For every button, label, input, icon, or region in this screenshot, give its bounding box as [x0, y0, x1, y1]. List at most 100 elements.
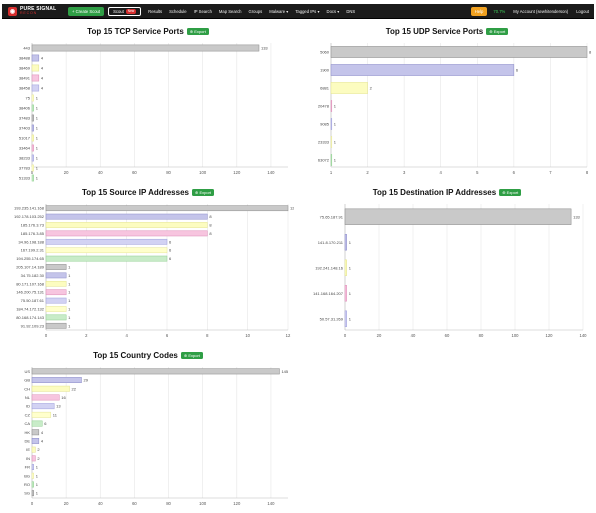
- nav-link-dns[interactable]: DNS: [346, 8, 356, 14]
- help-button[interactable]: Help: [470, 6, 488, 16]
- nav-link-results[interactable]: Results: [148, 8, 163, 14]
- y-category-label: DE: [24, 438, 30, 443]
- bar[interactable]: [31, 124, 34, 132]
- export-button[interactable]: ⊕ Export: [486, 27, 509, 35]
- bar[interactable]: [330, 46, 588, 58]
- bar[interactable]: [31, 420, 43, 427]
- bar[interactable]: [344, 310, 347, 327]
- nav-dropdown-tagged-ips[interactable]: Tagged IPs ▾: [295, 8, 320, 14]
- bar[interactable]: [31, 44, 260, 52]
- export-button[interactable]: ⊕ Export: [186, 27, 209, 35]
- bar[interactable]: [45, 222, 208, 228]
- bar[interactable]: [31, 429, 40, 436]
- bar[interactable]: [31, 438, 40, 444]
- nav-link-groups[interactable]: Groups: [248, 8, 263, 14]
- bar-value-label: 29: [83, 378, 88, 383]
- bar[interactable]: [31, 464, 34, 470]
- bar[interactable]: [330, 82, 368, 94]
- y-category-label: 192.241.148.16: [315, 265, 344, 270]
- x-tick-label: 60: [132, 501, 137, 506]
- bar[interactable]: [31, 472, 34, 479]
- bar[interactable]: [45, 322, 67, 329]
- y-category-label: 51017: [19, 136, 31, 141]
- bar[interactable]: [31, 64, 40, 72]
- y-category-label: ID: [26, 404, 30, 409]
- bar[interactable]: [45, 247, 168, 254]
- bar[interactable]: [31, 54, 40, 62]
- bar[interactable]: [344, 285, 347, 302]
- bar[interactable]: [31, 481, 34, 488]
- app-logo[interactable]: ◉ PURE SIGNAL RECON: [8, 6, 64, 16]
- bar[interactable]: [31, 455, 36, 462]
- bar[interactable]: [45, 289, 67, 296]
- bar[interactable]: [344, 259, 347, 276]
- bar[interactable]: [31, 104, 34, 112]
- nav-link-schedule[interactable]: Schedule: [169, 8, 187, 14]
- bar[interactable]: [330, 154, 333, 166]
- y-category-label: 205.107.14.189: [16, 265, 45, 270]
- bar[interactable]: [31, 94, 34, 102]
- export-button[interactable]: ⊕ Export: [180, 351, 203, 359]
- bar[interactable]: [330, 118, 333, 130]
- bar[interactable]: [45, 205, 289, 212]
- y-category-label: 443: [23, 46, 30, 51]
- bar[interactable]: [31, 74, 40, 82]
- bar[interactable]: [31, 368, 280, 375]
- chart-panel-udp-ports: Top 15 UDP Service Ports ⊕ Export 1 2 3 4 5 6…: [301, 25, 593, 183]
- bar[interactable]: [45, 213, 208, 220]
- nav-link-map-search[interactable]: Map Search: [218, 8, 242, 14]
- bar[interactable]: [31, 164, 34, 172]
- y-category-label: 37403: [19, 126, 31, 131]
- bar[interactable]: [45, 238, 168, 245]
- bar[interactable]: [45, 272, 67, 279]
- export-button[interactable]: ⊕ Export: [191, 188, 215, 196]
- bar[interactable]: [330, 64, 515, 76]
- bar[interactable]: [344, 234, 347, 251]
- bar-value-label: 1: [36, 126, 39, 131]
- nav-link-ip-search[interactable]: IP Search: [193, 8, 212, 14]
- export-button[interactable]: ⊕ Export: [499, 188, 522, 196]
- bar-value-label: 1: [334, 158, 337, 163]
- my-account-link[interactable]: My Account (sewhitenderson): [513, 8, 569, 14]
- bar[interactable]: [31, 490, 34, 497]
- bar[interactable]: [45, 280, 67, 287]
- bar[interactable]: [31, 114, 34, 122]
- bar[interactable]: [45, 255, 168, 262]
- bar[interactable]: [31, 411, 52, 418]
- bar[interactable]: [45, 264, 67, 270]
- bar[interactable]: [31, 446, 36, 453]
- y-category-label: RO: [24, 482, 30, 487]
- bar[interactable]: [45, 297, 67, 304]
- y-category-label: 5060: [320, 50, 330, 55]
- nav-dropdown-docs[interactable]: Docs ▾: [326, 8, 340, 14]
- scout-label: Scout: [113, 8, 124, 14]
- scout-button[interactable]: Scout New: [108, 6, 142, 16]
- bar[interactable]: [45, 314, 67, 321]
- navbar-right: Help 70.7% My Account (sewhitenderson) L…: [467, 6, 594, 16]
- bar[interactable]: [330, 100, 333, 112]
- x-tick-label: 6: [166, 333, 169, 338]
- create-scout-button[interactable]: + Create Scout: [68, 6, 105, 16]
- x-tick-label: 3: [403, 170, 406, 175]
- y-category-label: 38406: [19, 106, 31, 111]
- logout-link[interactable]: Logout: [576, 8, 589, 14]
- nav-dropdown-malware[interactable]: Malware ▾: [269, 8, 289, 14]
- tcp-ports-chart: 0 20 40 60 80 100 120 140 443 133 38488 4 38469 4 3849…: [19, 43, 288, 182]
- bar[interactable]: [31, 144, 34, 152]
- bar[interactable]: [31, 84, 40, 92]
- bar[interactable]: [330, 136, 333, 148]
- bar[interactable]: [31, 394, 60, 401]
- bar-value-label: 4: [41, 438, 44, 443]
- bar-value-label: 1: [349, 240, 352, 245]
- bar[interactable]: [31, 377, 82, 383]
- bar[interactable]: [31, 174, 34, 182]
- bar[interactable]: [344, 208, 572, 225]
- bar[interactable]: [31, 134, 34, 142]
- bar-value-label: 1: [36, 465, 39, 470]
- bar[interactable]: [31, 403, 55, 410]
- bar-value-label: 4: [41, 56, 44, 61]
- bar[interactable]: [31, 154, 34, 162]
- bar[interactable]: [31, 385, 70, 392]
- bar[interactable]: [45, 306, 67, 312]
- bar[interactable]: [45, 230, 208, 237]
